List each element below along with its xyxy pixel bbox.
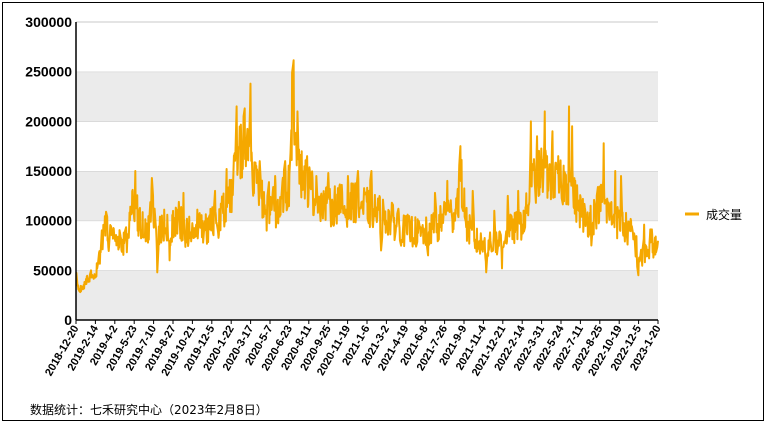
source-note: 数据统计：七禾研究中心（2023年2月8日）	[30, 403, 268, 417]
y-tick-label: 0	[64, 312, 72, 328]
y-tick-label: 250000	[25, 64, 72, 80]
series-line-volume	[75, 59, 659, 294]
y-tick-label: 150000	[25, 163, 72, 179]
grid-band	[76, 71, 658, 122]
y-tick-label: 50000	[33, 262, 72, 278]
grid-band	[76, 121, 658, 171]
y-tick-label: 300000	[25, 14, 72, 30]
x-axis-ticks: 2018-12-202019-2-142019-4-22019-5-232019…	[43, 320, 664, 378]
grid-band	[76, 270, 658, 320]
y-axis-ticks: 0 50000 100000 150000 200000 250000 300000	[25, 14, 72, 328]
series-layer	[75, 59, 659, 294]
axes	[75, 22, 658, 321]
legend-label: 成交量	[706, 207, 742, 222]
legend: 成交量	[685, 207, 742, 222]
grid-band	[76, 22, 658, 72]
chart-frame	[2, 2, 764, 421]
y-tick-label: 100000	[25, 213, 72, 229]
y-tick-label: 200000	[25, 113, 72, 129]
